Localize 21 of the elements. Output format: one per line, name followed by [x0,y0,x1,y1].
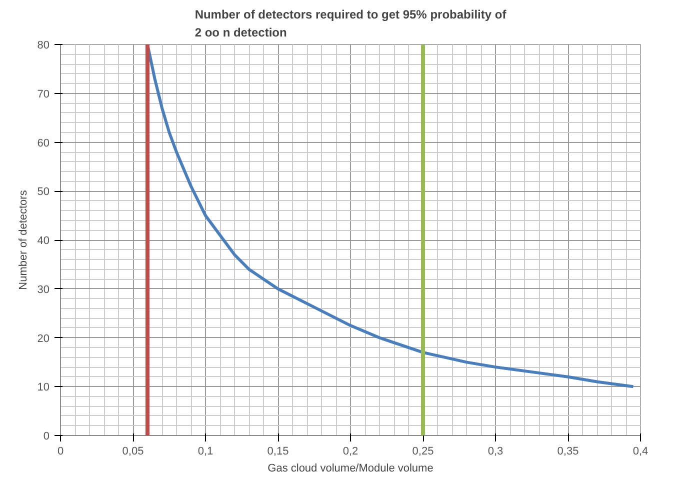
y-tick-label: 20 [37,332,50,345]
x-tick-label: 0 [57,446,64,458]
x-tick-label: 0,15 [267,446,289,458]
y-axis-title: Number of detectors [17,190,30,290]
y-tick-label: 70 [37,88,50,100]
y-tick-label: 0 [43,430,50,442]
y-tick-label: 50 [37,186,50,198]
y-tick-label: 60 [37,137,50,150]
y-tick-label: 40 [37,235,50,247]
chart-title: Number of detectors required to get 95% probability of 2 oo n detection [194,7,508,40]
x-tick-label: 0,35 [557,446,579,458]
y-tick-label: 30 [37,284,50,296]
y-tick-label: 10 [37,382,50,394]
x-tick-label: 0,1 [198,446,214,458]
x-tick-label: 0,4 [632,446,648,458]
x-tick-label: 0,2 [342,446,358,458]
x-tick-label: 0,25 [412,446,434,458]
x-tick-label: 0,3 [488,446,504,458]
x-tick-label: 0,05 [122,446,144,458]
x-axis-title: Gas cloud volume/Module volume [268,462,434,474]
y-tick-label: 80 [37,40,50,52]
